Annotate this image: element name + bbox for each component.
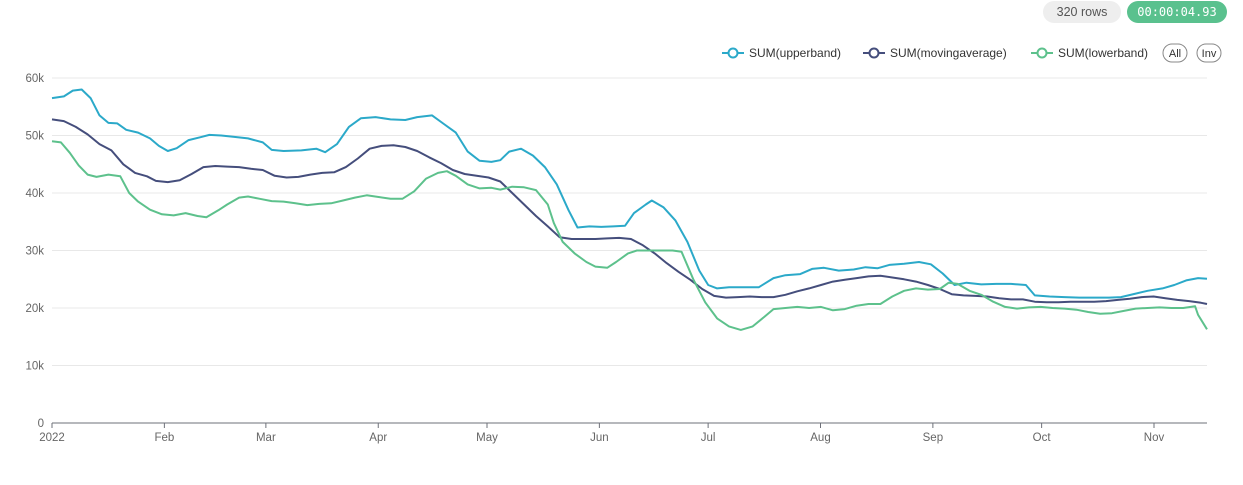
series-lines bbox=[51, 88, 1208, 331]
x-tick-label: Jul bbox=[701, 432, 716, 444]
legend-marker bbox=[1036, 47, 1048, 59]
legend-marker bbox=[727, 47, 739, 59]
series-line-summovingaverage[interactable] bbox=[51, 118, 1208, 305]
y-tick-label: 50k bbox=[25, 131, 44, 143]
x-tick-label: Sep bbox=[923, 432, 943, 444]
x-tick-label: Jun bbox=[590, 432, 609, 444]
legend-label: SUM(movingaverage) bbox=[890, 46, 1007, 60]
x-tick-label: 2022 bbox=[39, 432, 65, 444]
legend: SUM(upperband) SUM(movingaverage) SUM(lowe… bbox=[722, 43, 1222, 63]
y-tick-label: 10k bbox=[25, 361, 44, 373]
pill-outline bbox=[1162, 43, 1188, 63]
x-tick-label: Mar bbox=[256, 432, 276, 444]
y-tick-label: 30k bbox=[25, 246, 44, 258]
y-tick-label: 60k bbox=[25, 73, 44, 85]
x-tick-label: Aug bbox=[810, 432, 830, 444]
legend-marker bbox=[868, 47, 880, 59]
legend-label: SUM(lowerband) bbox=[1058, 46, 1148, 60]
pill-label: Inv bbox=[1202, 48, 1217, 60]
grid-lines bbox=[52, 77, 1207, 366]
x-tick-label: Feb bbox=[154, 432, 174, 444]
legend-inv-button[interactable]: Inv bbox=[1196, 43, 1222, 63]
legend-label: SUM(upperband) bbox=[749, 46, 841, 60]
y-tick-label: 40k bbox=[25, 188, 44, 200]
legend-item[interactable]: SUM(lowerband) bbox=[1031, 46, 1148, 60]
x-tick-label: Apr bbox=[369, 432, 387, 444]
x-tick-label: Nov bbox=[1144, 432, 1165, 444]
x-tick-label: May bbox=[476, 432, 498, 444]
legend-all-button[interactable]: All bbox=[1162, 43, 1188, 63]
query-timer-badge: 00:00:04.93 bbox=[1127, 1, 1227, 23]
axes: 0 10k 20k 30k 40k 50k 60k 2022 Feb Mar Apr May Jun Ju… bbox=[25, 73, 1207, 444]
y-tick-label: 0 bbox=[38, 418, 44, 430]
y-tick-label: 20k bbox=[25, 303, 44, 315]
legend-item[interactable]: SUM(upperband) bbox=[722, 46, 841, 60]
legend-item[interactable]: SUM(movingaverage) bbox=[863, 46, 1007, 60]
series-line-sumlowerband[interactable] bbox=[51, 140, 1208, 331]
series-line-sumupperband[interactable] bbox=[51, 88, 1208, 299]
row-count-badge: 320 rows bbox=[1043, 1, 1121, 23]
pill-outline bbox=[1196, 43, 1222, 63]
pill-label: All bbox=[1169, 48, 1181, 60]
x-tick-label: Oct bbox=[1033, 432, 1052, 444]
